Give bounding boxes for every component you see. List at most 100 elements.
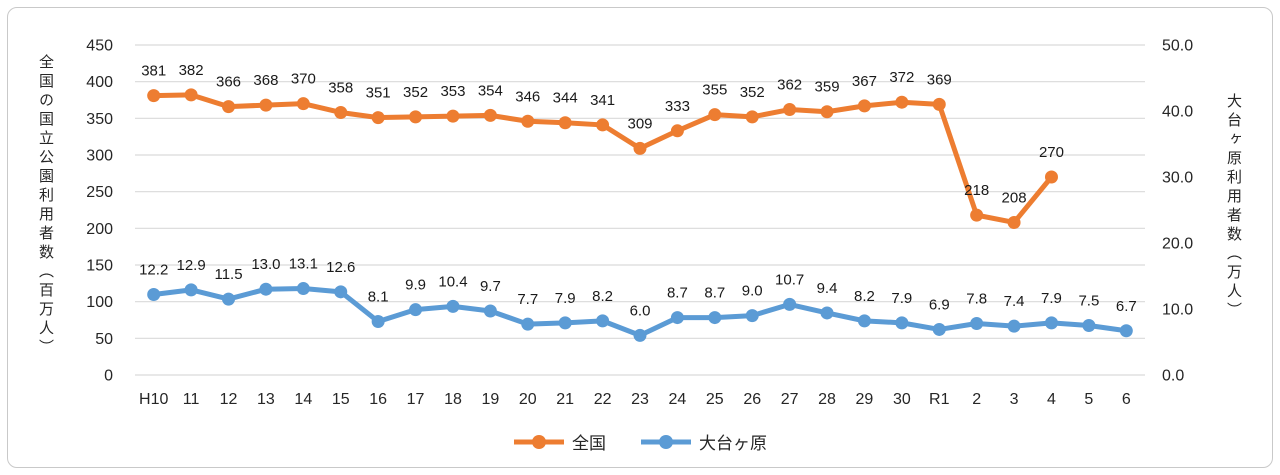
data-point-label: 7.9 <box>891 290 912 307</box>
data-point-marker <box>371 111 385 125</box>
data-point-marker <box>633 328 647 342</box>
data-point-label: 8.7 <box>704 285 725 302</box>
data-point-label: 7.8 <box>966 291 987 308</box>
data-point-marker <box>1044 316 1058 330</box>
x-axis-tick-label: 16 <box>369 391 387 408</box>
data-point-label: 369 <box>927 71 952 88</box>
right-axis-tick-label: 10.0 <box>1162 302 1193 319</box>
data-point-label: 359 <box>815 79 840 96</box>
data-point-label: 7.9 <box>555 290 576 307</box>
x-axis-tick-label: 19 <box>481 391 499 408</box>
left-axis-tick-label: 100 <box>86 294 113 311</box>
data-point-marker <box>296 97 310 111</box>
x-axis-tick-label: 14 <box>294 391 312 408</box>
x-axis-tick-label: 20 <box>519 391 537 408</box>
data-point-marker <box>521 317 535 331</box>
right-axis-tick-label: 40.0 <box>1162 104 1193 121</box>
data-point-label: 353 <box>440 83 465 100</box>
x-axis-tick-label: 23 <box>631 391 649 408</box>
x-axis-tick-label: 15 <box>332 391 350 408</box>
data-point-marker <box>259 282 273 296</box>
x-axis-tick-label: 25 <box>706 391 724 408</box>
data-point-label: 372 <box>889 69 914 86</box>
left-axis-title: 全国の国立公園利用者数（百万人） <box>37 54 54 358</box>
data-point-label: 9.9 <box>405 277 426 294</box>
x-axis-tick-label: 30 <box>893 391 911 408</box>
right-axis-tick-label: 50.0 <box>1162 38 1193 55</box>
legend-line-marker-icon <box>641 434 691 449</box>
x-axis-tick-label: 22 <box>594 391 612 408</box>
x-axis-tick-label: 11 <box>183 391 200 408</box>
data-point-marker <box>334 105 348 119</box>
data-point-label: 13.1 <box>289 256 318 273</box>
left-axis-tick-label: 0 <box>104 368 113 385</box>
data-point-marker <box>334 285 348 299</box>
data-point-marker <box>596 314 610 328</box>
chart-legend: 全国 大台ヶ原 <box>0 429 1280 454</box>
data-point-marker <box>783 297 797 311</box>
data-point-marker <box>745 309 759 323</box>
data-point-marker <box>670 124 684 138</box>
data-point-marker <box>1082 319 1096 332</box>
data-point-marker <box>970 317 984 331</box>
data-point-marker <box>1007 319 1021 333</box>
legend-item-zenkoku: 全国 <box>513 429 606 454</box>
data-point-label: 368 <box>253 72 278 89</box>
data-point-label: 12.9 <box>177 257 206 274</box>
data-point-label: 6.7 <box>1116 298 1137 315</box>
left-axis-tick-label: 50 <box>95 331 113 348</box>
data-point-marker <box>184 283 198 297</box>
data-point-marker <box>521 114 535 128</box>
data-point-label: 366 <box>216 74 241 91</box>
x-axis-tick-label: 17 <box>407 391 425 408</box>
data-point-marker <box>1119 324 1133 338</box>
x-axis-tick-label: 12 <box>220 391 238 408</box>
data-point-marker <box>633 141 647 155</box>
data-point-label: 8.7 <box>667 285 688 302</box>
x-axis-tick-label: 26 <box>743 391 761 408</box>
data-point-label: 218 <box>964 182 989 199</box>
data-point-marker <box>222 292 236 306</box>
data-point-marker <box>483 304 497 318</box>
data-point-marker <box>184 88 198 102</box>
data-point-label: 8.2 <box>592 288 613 305</box>
data-point-label: 6.0 <box>630 302 651 319</box>
x-axis-tick-label: 24 <box>669 391 687 408</box>
data-point-label: 7.4 <box>1004 293 1025 310</box>
x-axis-tick-label: 2 <box>972 391 981 408</box>
data-point-label: 309 <box>627 115 652 132</box>
data-point-label: 12.6 <box>326 259 355 276</box>
data-point-label: 341 <box>590 92 615 109</box>
data-point-marker <box>1044 170 1058 184</box>
data-point-label: 270 <box>1039 144 1064 161</box>
data-point-marker <box>1007 215 1021 229</box>
data-point-label: 352 <box>740 84 765 101</box>
data-point-label: 8.1 <box>368 289 389 306</box>
data-point-marker <box>932 322 946 336</box>
data-point-marker <box>259 98 273 112</box>
data-point-label: 367 <box>852 73 877 90</box>
x-axis-tick-label: 18 <box>444 391 462 408</box>
x-axis-tick-label: 13 <box>257 391 275 408</box>
legend-item-odaigahara: 大台ヶ原 <box>640 429 767 454</box>
left-axis-tick-label: 200 <box>86 221 113 238</box>
left-axis-tick-label: 150 <box>86 258 113 275</box>
data-point-marker <box>708 108 722 122</box>
x-axis-tick-label: 29 <box>856 391 874 408</box>
right-axis-tick-label: 20.0 <box>1162 236 1193 253</box>
right-axis-tick-label: 30.0 <box>1162 170 1193 187</box>
data-point-label: 346 <box>515 88 540 105</box>
data-point-marker <box>895 316 909 330</box>
data-point-label: 11.5 <box>214 266 242 283</box>
left-axis-tick-label: 250 <box>86 184 113 201</box>
x-axis-tick-label: R1 <box>929 391 950 408</box>
data-point-label: 362 <box>777 77 802 94</box>
data-point-marker <box>895 95 909 109</box>
legend-line-marker-icon <box>514 434 564 449</box>
data-point-label: 7.9 <box>1041 290 1062 307</box>
data-point-marker <box>857 99 871 113</box>
x-axis-tick-label: H10 <box>139 391 168 408</box>
data-point-label: 9.0 <box>742 283 763 300</box>
data-point-label: 208 <box>1002 189 1027 206</box>
